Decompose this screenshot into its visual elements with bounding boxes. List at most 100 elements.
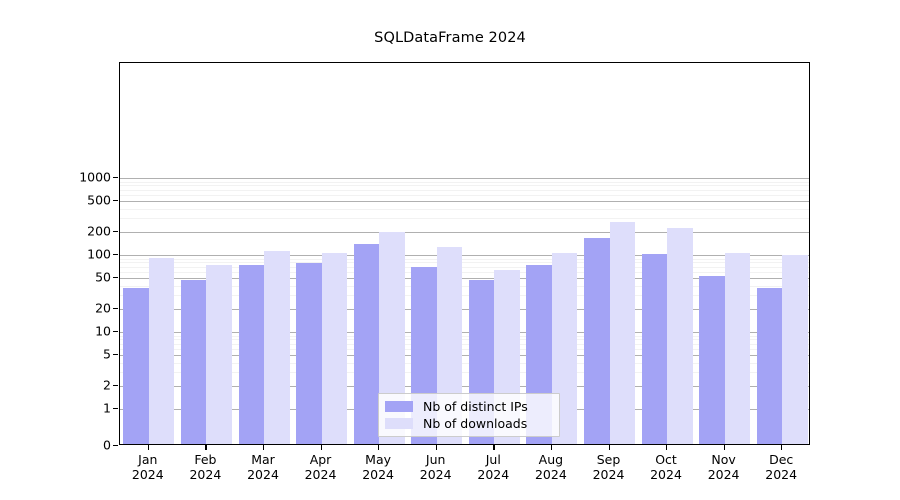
y-tick-mark <box>113 254 118 256</box>
bar-downloads <box>206 264 232 444</box>
y-tick-mark <box>113 354 118 356</box>
bar-group <box>584 63 635 444</box>
gridline-minor <box>120 271 809 273</box>
bar-group <box>411 63 463 444</box>
y-axis-tick-labels: 0 1 2 5 10 20 50 100 200 500 1000 <box>49 62 111 453</box>
x-tick-mark <box>608 445 610 450</box>
gridline-minor <box>120 194 809 196</box>
y-tick-label: 1000 <box>79 169 111 185</box>
x-tick-label: Sep 2024 <box>592 452 625 482</box>
gridline-major <box>120 309 809 310</box>
x-tick-label: Jan 2024 <box>131 452 164 482</box>
y-tick-mark <box>113 445 118 447</box>
bar-group <box>353 63 405 444</box>
gridline-major <box>120 278 809 279</box>
x-tick-mark <box>723 445 725 450</box>
bar-distinct-ips <box>641 253 667 444</box>
gridline-minor <box>120 285 809 287</box>
gridline-minor <box>120 208 809 210</box>
bar-distinct-ips <box>123 288 149 444</box>
chart-title: SQLDataFrame 2024 <box>374 30 526 46</box>
x-tick-label: Apr 2024 <box>304 452 337 482</box>
gridline-minor <box>120 218 809 220</box>
bar-distinct-ips <box>180 279 207 444</box>
bar-distinct-ips <box>699 276 725 444</box>
bar-group <box>756 63 808 444</box>
gridline-minor <box>120 262 809 264</box>
x-tick-label: Nov 2024 <box>707 452 740 482</box>
x-tick-label: May 2024 <box>362 452 394 482</box>
x-tick-label: Aug 2024 <box>534 452 567 482</box>
y-tick-mark <box>113 177 118 179</box>
bar-group <box>757 63 808 444</box>
gridline-minor <box>120 362 809 364</box>
bar-group <box>296 63 347 444</box>
y-tick-mark <box>113 408 118 410</box>
bar-group <box>354 63 405 444</box>
bar-group <box>180 63 232 444</box>
y-tick-mark <box>113 231 118 233</box>
gridline-minor <box>120 372 809 374</box>
plot-area <box>119 62 810 445</box>
gridline-minor <box>120 339 809 341</box>
x-tick-label: Mar 2024 <box>247 452 279 482</box>
x-tick-label: Jul 2024 <box>477 452 510 482</box>
y-tick-mark <box>113 308 118 310</box>
bar-downloads <box>321 253 347 444</box>
bar-downloads <box>724 253 751 444</box>
x-tick-mark <box>550 445 553 450</box>
chart-legend: Nb of distinct IPs Nb of downloads <box>378 393 560 437</box>
bar-group <box>123 63 175 444</box>
bar-downloads <box>609 222 635 444</box>
x-tick-mark <box>378 445 380 450</box>
x-tick-label: Jun 2024 <box>419 452 452 482</box>
legend-item: Nb of distinct IPs <box>385 398 553 415</box>
y-tick-label: 5 <box>103 346 111 362</box>
legend-item: Nb of downloads <box>385 415 553 432</box>
gridline-minor <box>120 349 809 350</box>
y-tick-mark <box>113 200 118 202</box>
x-tick-mark <box>205 445 207 450</box>
gridline-minor <box>120 181 809 183</box>
x-tick-mark <box>320 445 322 450</box>
legend-swatch-downloads <box>385 418 413 429</box>
bar-group <box>469 63 520 444</box>
x-tick-mark <box>147 445 150 450</box>
bars-container <box>120 63 809 444</box>
gridline-minor <box>120 185 809 187</box>
y-tick-label: 0 <box>103 437 111 453</box>
bar-distinct-ips <box>353 244 380 444</box>
bar-group <box>526 63 578 444</box>
bar-distinct-ips <box>238 264 264 444</box>
bar-group <box>584 63 635 444</box>
gridline-minor <box>120 258 809 260</box>
bar-group <box>181 63 232 444</box>
gridline-major <box>120 355 809 356</box>
gridline-major <box>120 332 809 333</box>
y-tick-label: 1 <box>103 400 111 416</box>
x-tick-mark <box>263 445 265 450</box>
bar-group <box>641 63 693 444</box>
x-tick-mark <box>666 445 668 450</box>
x-tick-label: Oct 2024 <box>650 452 682 482</box>
x-tick-label: Feb 2024 <box>189 452 222 482</box>
x-tick-mark <box>781 445 783 450</box>
gridline-minor <box>120 343 809 345</box>
bar-downloads <box>782 254 808 444</box>
legend-label-ips: Nb of distinct IPs <box>423 399 528 414</box>
gridline-minor <box>120 266 809 268</box>
y-tick-label: 50 <box>95 269 111 285</box>
y-tick-label: 500 <box>87 192 111 208</box>
y-tick-mark <box>113 277 118 279</box>
y-tick-mark <box>113 331 118 333</box>
y-tick-label: 20 <box>95 300 111 316</box>
y-tick-label: 10 <box>95 323 111 339</box>
bar-group <box>123 63 174 444</box>
bar-downloads <box>667 227 693 444</box>
gridline-major <box>120 386 809 387</box>
gridline-minor <box>120 335 809 337</box>
bar-group <box>296 63 347 444</box>
x-tick-mark <box>435 445 437 450</box>
gridline-major <box>120 201 809 202</box>
